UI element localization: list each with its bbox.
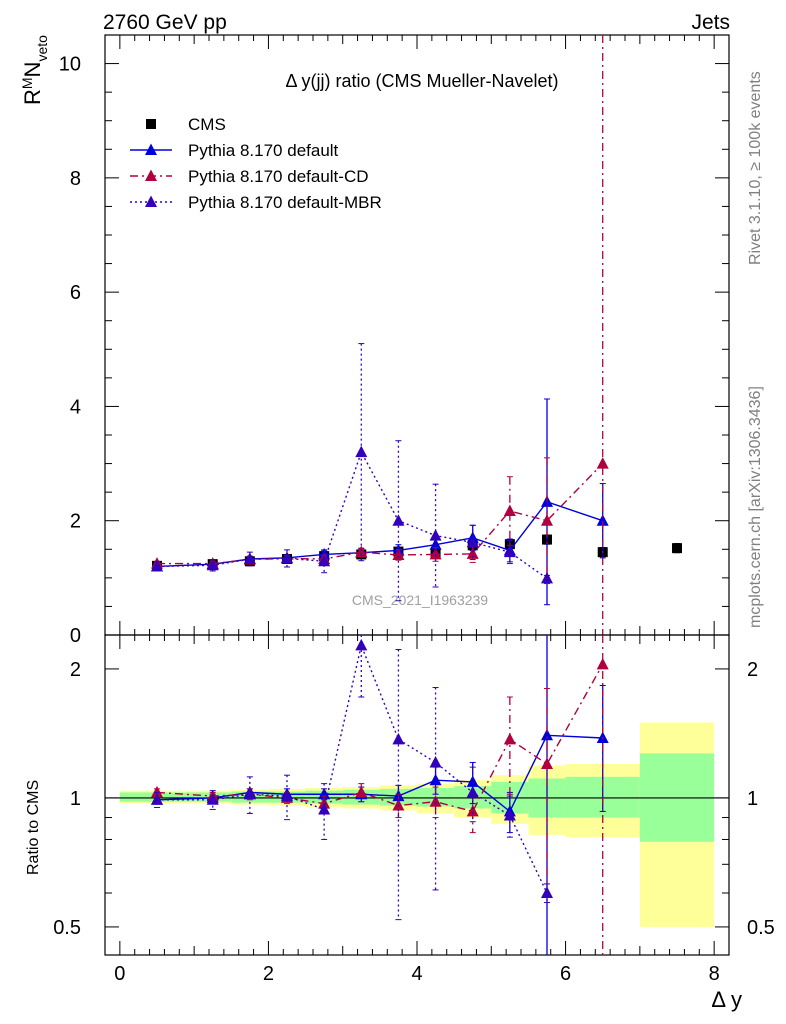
data-point: [429, 529, 442, 541]
data-point: [145, 195, 157, 207]
legend: CMS Pythia 8.170 default Pythia 8.170 defa…: [130, 115, 382, 212]
y-tick-label: 8: [70, 168, 81, 190]
data-point: [503, 808, 516, 821]
data-point: [206, 793, 219, 805]
data-point: [541, 728, 553, 741]
data-point: [151, 559, 163, 572]
data-point: [596, 514, 609, 526]
plot-title: Δ y(jj) ratio (CMS Mueller-Navelet): [285, 71, 558, 91]
mcplots-reference-label: mcplots.cern.ch [arXiv:1306.3436]: [747, 386, 764, 628]
series-line: [157, 642, 548, 894]
legend-label: Pythia 8.170 default-MBR: [188, 193, 382, 212]
data-point: [541, 886, 553, 898]
main-series-3: [151, 343, 553, 602]
data-point: [355, 445, 368, 458]
rivet-version-label: Rivet 3.1.10, ≥ 100k events: [747, 71, 764, 265]
ratio-uncertainty-bands: [119, 722, 715, 927]
y-tick-label: 2: [70, 511, 81, 533]
data-point: [503, 732, 516, 745]
process-label: Jets: [691, 11, 730, 34]
legend-label: Pythia 8.170 default-CD: [188, 167, 369, 186]
y-tick-label: 0: [70, 625, 81, 647]
ratio-series-2: [151, 635, 553, 921]
series-line: [156, 450, 548, 579]
series-line: [156, 734, 603, 813]
data-point: [429, 538, 442, 550]
data-point: [541, 757, 553, 769]
energy-label: 2760 GeV pp: [103, 11, 227, 34]
data-point: [541, 571, 553, 584]
data-point: [541, 514, 553, 526]
data-point: [355, 545, 368, 558]
y-tick-label-right: 2: [747, 659, 758, 681]
y-tick-label-right: 0.5: [747, 917, 775, 939]
data-point: [145, 169, 157, 181]
data-point: [466, 547, 479, 559]
series-line: [157, 463, 604, 565]
data-point: [503, 504, 516, 516]
data-point: [318, 554, 331, 567]
data-point: [466, 804, 479, 817]
y-tick-label-right: 1: [747, 788, 758, 810]
x-tick-label: 8: [709, 963, 720, 985]
x-tick-label: 6: [560, 963, 571, 985]
data-point: [392, 514, 405, 526]
x-tick-label: 0: [114, 963, 125, 985]
data-point: [145, 143, 157, 155]
data-point: [355, 638, 368, 651]
analysis-id-label: CMS_2021_I1963239: [352, 592, 488, 608]
data-point: [596, 657, 609, 670]
data-point: [355, 785, 368, 798]
y-axis-label-main: RMNveto: [19, 35, 50, 105]
data-point: [206, 558, 219, 571]
data-point: [318, 797, 331, 809]
data-point: [146, 119, 156, 129]
x-tick-label: 2: [263, 963, 274, 985]
data-point: [318, 802, 331, 815]
data-point: [281, 551, 293, 564]
main-series-1: [151, 398, 609, 606]
y-tick-label: 10: [59, 54, 81, 76]
data-point: [392, 548, 405, 560]
y-tick-label: 6: [70, 282, 81, 304]
data-point: [429, 795, 442, 807]
data-point: [281, 789, 293, 802]
x-tick-label: 4: [411, 963, 422, 985]
main-panel: Δ y(jj) ratio (CMS Mueller-Navelet) CMS_…: [19, 34, 730, 647]
data-point: [466, 775, 479, 787]
y-axis-label-ratio: Ratio to CMS: [25, 780, 42, 875]
data-point: [392, 732, 405, 745]
ratio-series-1: [151, 635, 609, 955]
data-point: [503, 545, 516, 558]
data-point: [151, 793, 163, 805]
data-point: [243, 552, 256, 564]
series-line: [156, 501, 603, 568]
y-tick-label: 2: [70, 659, 81, 681]
x-axis-label: Δ y: [711, 987, 742, 1012]
data-point: [151, 785, 163, 798]
legend-label: CMS: [188, 115, 226, 134]
data-point: [466, 785, 479, 798]
y-tick-label: 4: [70, 396, 81, 418]
y-tick-label: 0.5: [53, 917, 81, 939]
data-point: [596, 457, 609, 469]
data-point: [466, 535, 479, 548]
ratio-panel: Ratio to CMS Δ y 0 2 4 6 8 0.5 0.5 1 1 2 2: [25, 634, 775, 1012]
data-point: [429, 755, 442, 768]
legend-label: Pythia 8.170 default: [188, 141, 339, 160]
data-point: [672, 543, 682, 554]
y-tick-label: 1: [70, 788, 81, 810]
data-point: [429, 547, 442, 560]
data-point: [243, 787, 256, 800]
